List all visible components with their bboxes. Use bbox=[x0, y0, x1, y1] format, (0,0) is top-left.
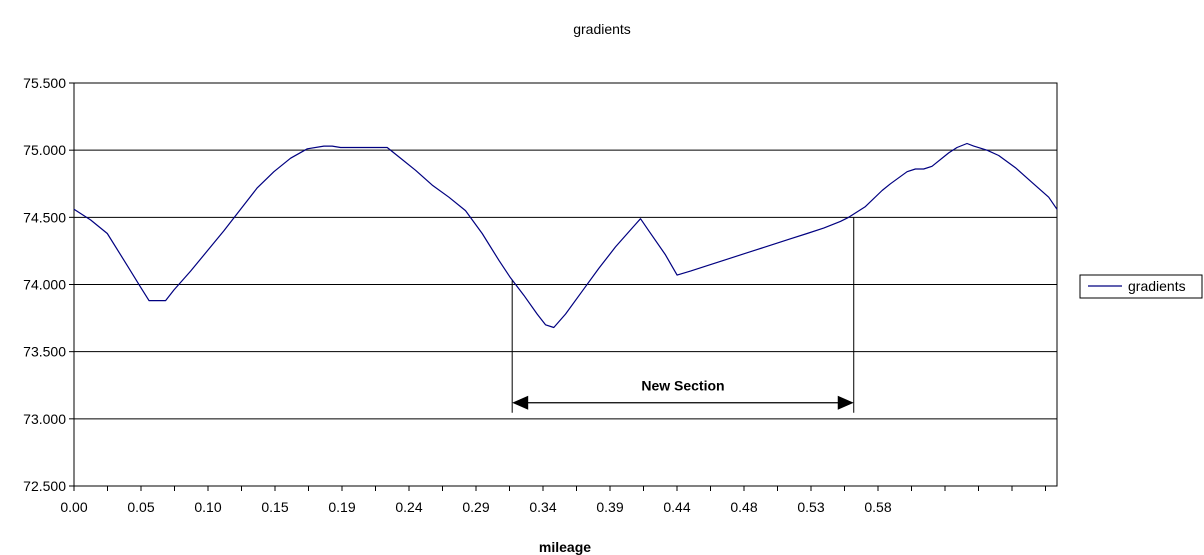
legend-label-gradients: gradients bbox=[1128, 278, 1186, 294]
x-tick-label-5: 0.24 bbox=[395, 499, 422, 515]
new-section-annotation: New Section bbox=[512, 217, 854, 412]
x-axis-label: mileage bbox=[539, 539, 591, 555]
y-tick-label-1: 73.000 bbox=[23, 411, 66, 427]
series-line-gradients bbox=[74, 144, 1057, 328]
y-tick-label-6: 75.500 bbox=[23, 75, 66, 91]
section-arrowhead-left bbox=[512, 396, 528, 410]
x-tick-label-7: 0.34 bbox=[529, 499, 556, 515]
chart-title: gradients bbox=[573, 21, 631, 37]
y-tick-label-0: 72.500 bbox=[23, 478, 66, 494]
y-tick-label-2: 73.500 bbox=[23, 344, 66, 360]
x-tick-label-8: 0.39 bbox=[596, 499, 623, 515]
section-label: New Section bbox=[641, 378, 724, 394]
x-tick-label-6: 0.29 bbox=[462, 499, 489, 515]
series-layer bbox=[74, 144, 1057, 328]
gridlines bbox=[74, 83, 1057, 486]
x-tick-label-12: 0.58 bbox=[864, 499, 891, 515]
y-tick-label-3: 74.000 bbox=[23, 277, 66, 293]
x-tick-label-3: 0.15 bbox=[261, 499, 288, 515]
x-tick-label-4: 0.19 bbox=[328, 499, 355, 515]
x-tick-label-10: 0.48 bbox=[730, 499, 757, 515]
x-axis-ticks: 0.00 0.05 0.10 0.15 0.19 0.24 0.29 0.34 0.39 0.44… bbox=[60, 486, 1045, 515]
x-tick-label-9: 0.44 bbox=[663, 499, 690, 515]
legend: gradients bbox=[1080, 275, 1202, 298]
x-tick-label-11: 0.53 bbox=[797, 499, 824, 515]
y-tick-label-4: 74.500 bbox=[23, 209, 66, 225]
x-tick-label-2: 0.10 bbox=[194, 499, 221, 515]
y-tick-label-5: 75.000 bbox=[23, 142, 66, 158]
x-tick-label-1: 0.05 bbox=[127, 499, 154, 515]
x-tick-label-0: 0.00 bbox=[60, 499, 87, 515]
y-axis-ticks: 72.500 73.000 73.500 74.000 74.500 75.000 75.5… bbox=[23, 75, 74, 494]
section-arrowhead-right bbox=[838, 396, 854, 410]
